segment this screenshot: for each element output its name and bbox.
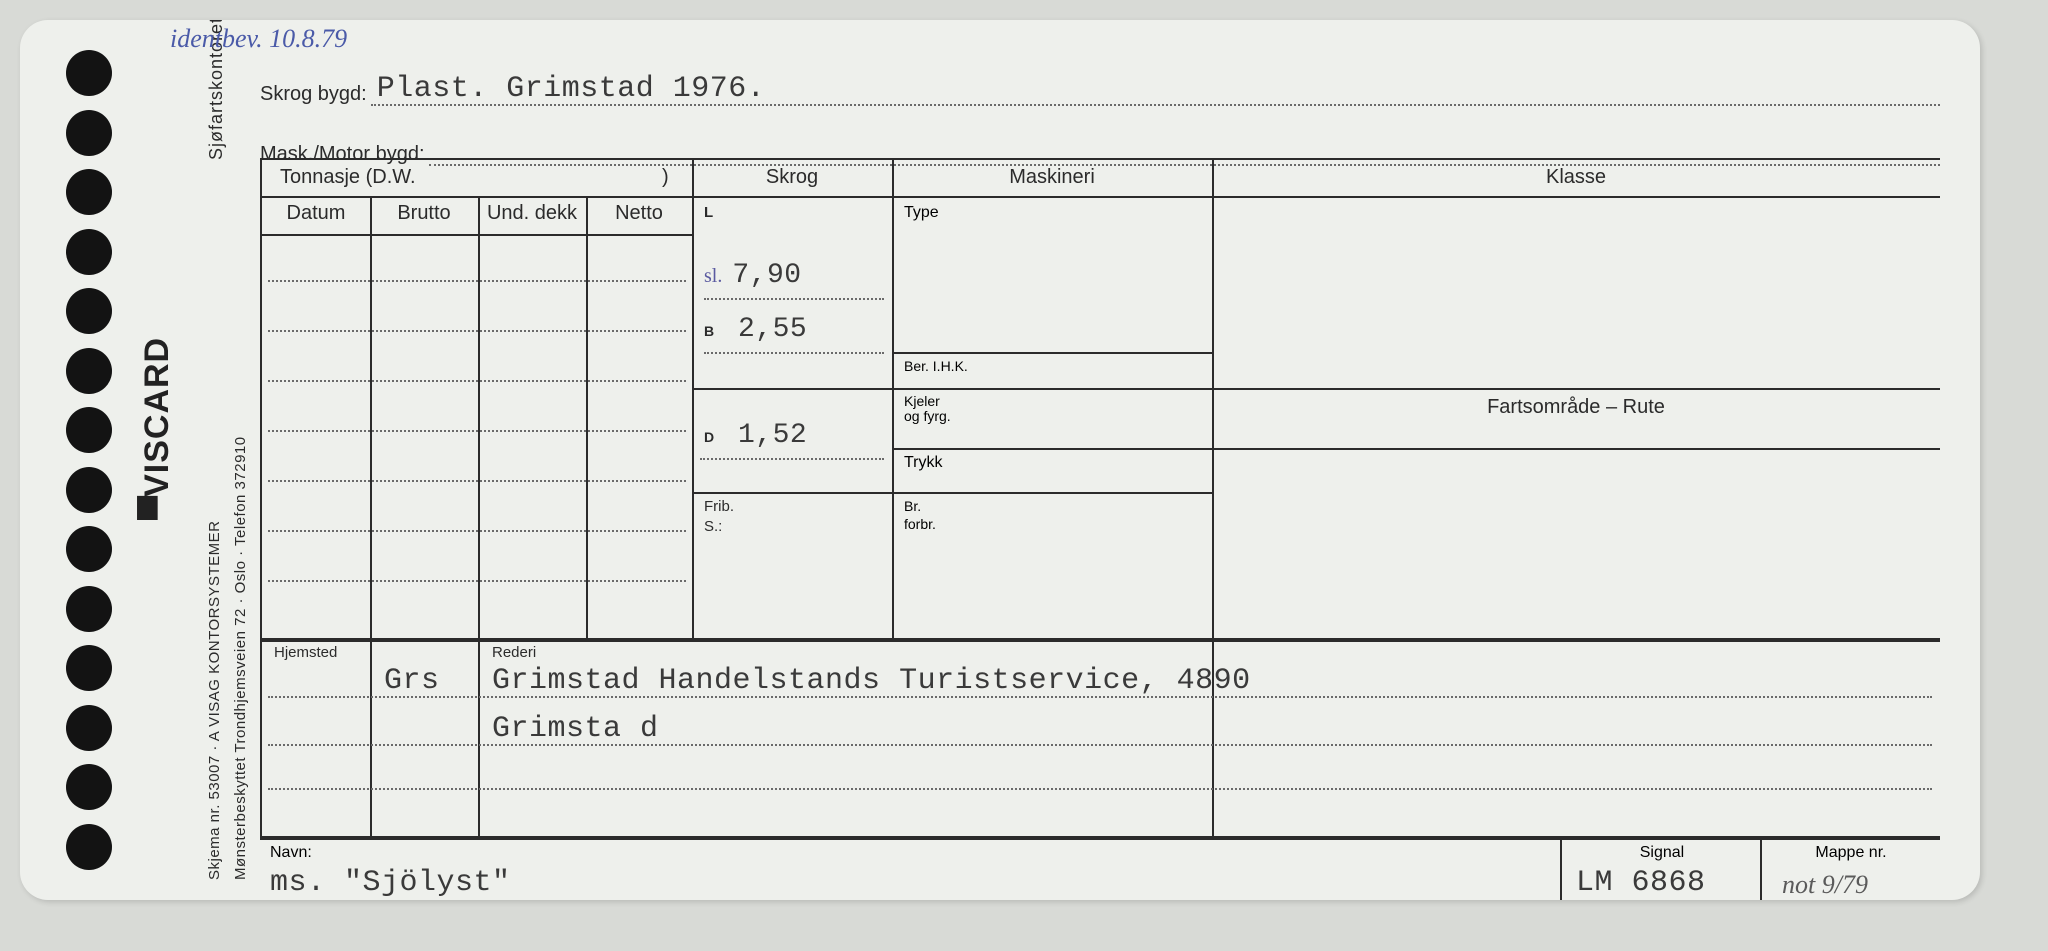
hole (66, 526, 112, 572)
label-type: Type (904, 204, 939, 222)
footer-signal: Signal LM 6868 (1560, 838, 1762, 900)
hole (66, 110, 112, 156)
divider (370, 640, 372, 836)
dotted-row (268, 430, 686, 432)
lower-block: Hjemsted Rederi Grs Grimstad Handelstand… (260, 638, 1940, 838)
handwritten-note: identbev. 10.8.79 (170, 24, 347, 54)
label-l: L (704, 204, 713, 221)
footer-row: Navn: ms. "Sjölyst" Signal LM 6868 Mappe… (260, 838, 1940, 900)
hole (66, 229, 112, 275)
label-b: B (704, 323, 732, 339)
hole (66, 824, 112, 870)
field-skrog-bygd: Skrog bygd: Plast. Grimstad 1976. (260, 76, 1940, 106)
tonnage-rows (262, 234, 692, 640)
dotted-row (268, 744, 1932, 746)
divider (692, 388, 892, 390)
main-table: Tonnasje (D.W. ) Datum Brutto Und. dekk … (260, 158, 1940, 642)
divider (1212, 388, 1940, 390)
dotted-row (268, 280, 686, 282)
hole (66, 50, 112, 96)
dotted-row (268, 330, 686, 332)
hdr-maskineri: Maskineri (892, 166, 1212, 189)
dotted-row (268, 480, 686, 482)
hdr-tonnasje-close: ) (662, 166, 669, 189)
divider (262, 196, 692, 198)
meas-d-value: 1,52 (738, 420, 807, 451)
dotted-row (268, 530, 686, 532)
dotted-row (700, 458, 884, 460)
footer-mappe: Mappe nr. not 9/79 (1760, 838, 1940, 900)
dotted-row (268, 788, 1932, 790)
value-signal: LM 6868 (1576, 866, 1706, 900)
side-label-skjema: Skjema nr. 53007 · A VISAG KONTORSYSTEME… (206, 520, 223, 880)
label-kjeler: Kjeler og fyrg. (904, 394, 951, 425)
value-skrog-bygd-line: Plast. Grimstad 1976. (371, 76, 1940, 106)
hdr-skrog: Skrog (692, 166, 892, 189)
side-label-address: Mønsterbeskyttet Trondhjemsveien 72 · Os… (232, 436, 249, 880)
meas-l: sl. 7,90 (704, 260, 884, 300)
hole (66, 645, 112, 691)
value-skrog-bygd: Plast. Grimstad 1976. (377, 72, 766, 106)
brand-logo: ▀VISCARD (138, 337, 177, 520)
label-skrog-bygd: Skrog bygd: (260, 83, 367, 106)
hole (66, 586, 112, 632)
klasse-column: Fartsområde – Rute (1212, 196, 1940, 640)
hdr-tonnasje: Tonnasje (D.W. (280, 166, 416, 189)
punch-holes (66, 50, 126, 870)
label-navn: Navn: (270, 844, 312, 862)
dotted-row (268, 580, 686, 582)
hole (66, 348, 112, 394)
dotted-row (268, 696, 1932, 698)
divider (892, 492, 1212, 494)
label-signal: Signal (1562, 844, 1762, 862)
index-card: ▀VISCARD Sjøfartskontoret Skjema nr. 530… (20, 20, 1980, 900)
label-forbr: forbr. (904, 516, 936, 532)
label-rederi: Rederi (492, 644, 536, 661)
hdr-netto: Netto (586, 202, 692, 225)
meas-l-prefix: sl. (704, 265, 722, 288)
label-hjemsted: Hjemsted (274, 644, 337, 661)
value-mappe: not 9/79 (1782, 870, 1868, 900)
label-ber: Ber. I.H.K. (904, 358, 968, 374)
form-content: identbev. 10.8.79 Skrog bygd: Plast. Gri… (250, 28, 1950, 882)
hole (66, 407, 112, 453)
hdr-datum: Datum (262, 202, 370, 225)
footer-navn: Navn: ms. "Sjölyst" (260, 838, 1560, 900)
label-fartsomrade: Fartsområde – Rute (1212, 396, 1940, 419)
label-mappe: Mappe nr. (1762, 844, 1940, 862)
label-br: Br. (904, 498, 921, 514)
value-navn: ms. "Sjölyst" (270, 866, 511, 900)
skrog-column: L sl. 7,90 B 2,55 D 1,52 Frib. S.: (692, 196, 892, 640)
value-hjemsted: Grs (384, 664, 440, 698)
hdr-und-dekk: Und. dekk (478, 202, 586, 225)
divider (478, 640, 480, 836)
divider (1212, 448, 1940, 450)
hdr-klasse: Klasse (1212, 166, 1940, 189)
hole (66, 705, 112, 751)
meas-l-value: 7,90 (732, 260, 801, 291)
hole (66, 288, 112, 334)
maskineri-column: Type Ber. I.H.K. Kjeler og fyrg. Trykk B… (892, 196, 1212, 640)
divider (892, 352, 1212, 354)
divider (692, 492, 892, 494)
hole (66, 169, 112, 215)
meas-b: B 2,55 (704, 314, 884, 354)
value-rederi-1: Grimstad Handelstands Turistservice, 489… (492, 664, 1251, 698)
label-frib: Frib. (704, 498, 734, 515)
label-s: S.: (704, 518, 722, 535)
label-trykk: Trykk (904, 454, 943, 472)
value-rederi-2: Grimsta d (492, 712, 659, 746)
dotted-row (268, 380, 686, 382)
label-d: D (704, 429, 732, 445)
meas-d: D 1,52 (704, 420, 884, 458)
hole (66, 764, 112, 810)
meas-b-value: 2,55 (738, 314, 807, 345)
hdr-brutto: Brutto (370, 202, 478, 225)
divider (892, 448, 1212, 450)
divider (892, 388, 1212, 390)
hole (66, 467, 112, 513)
